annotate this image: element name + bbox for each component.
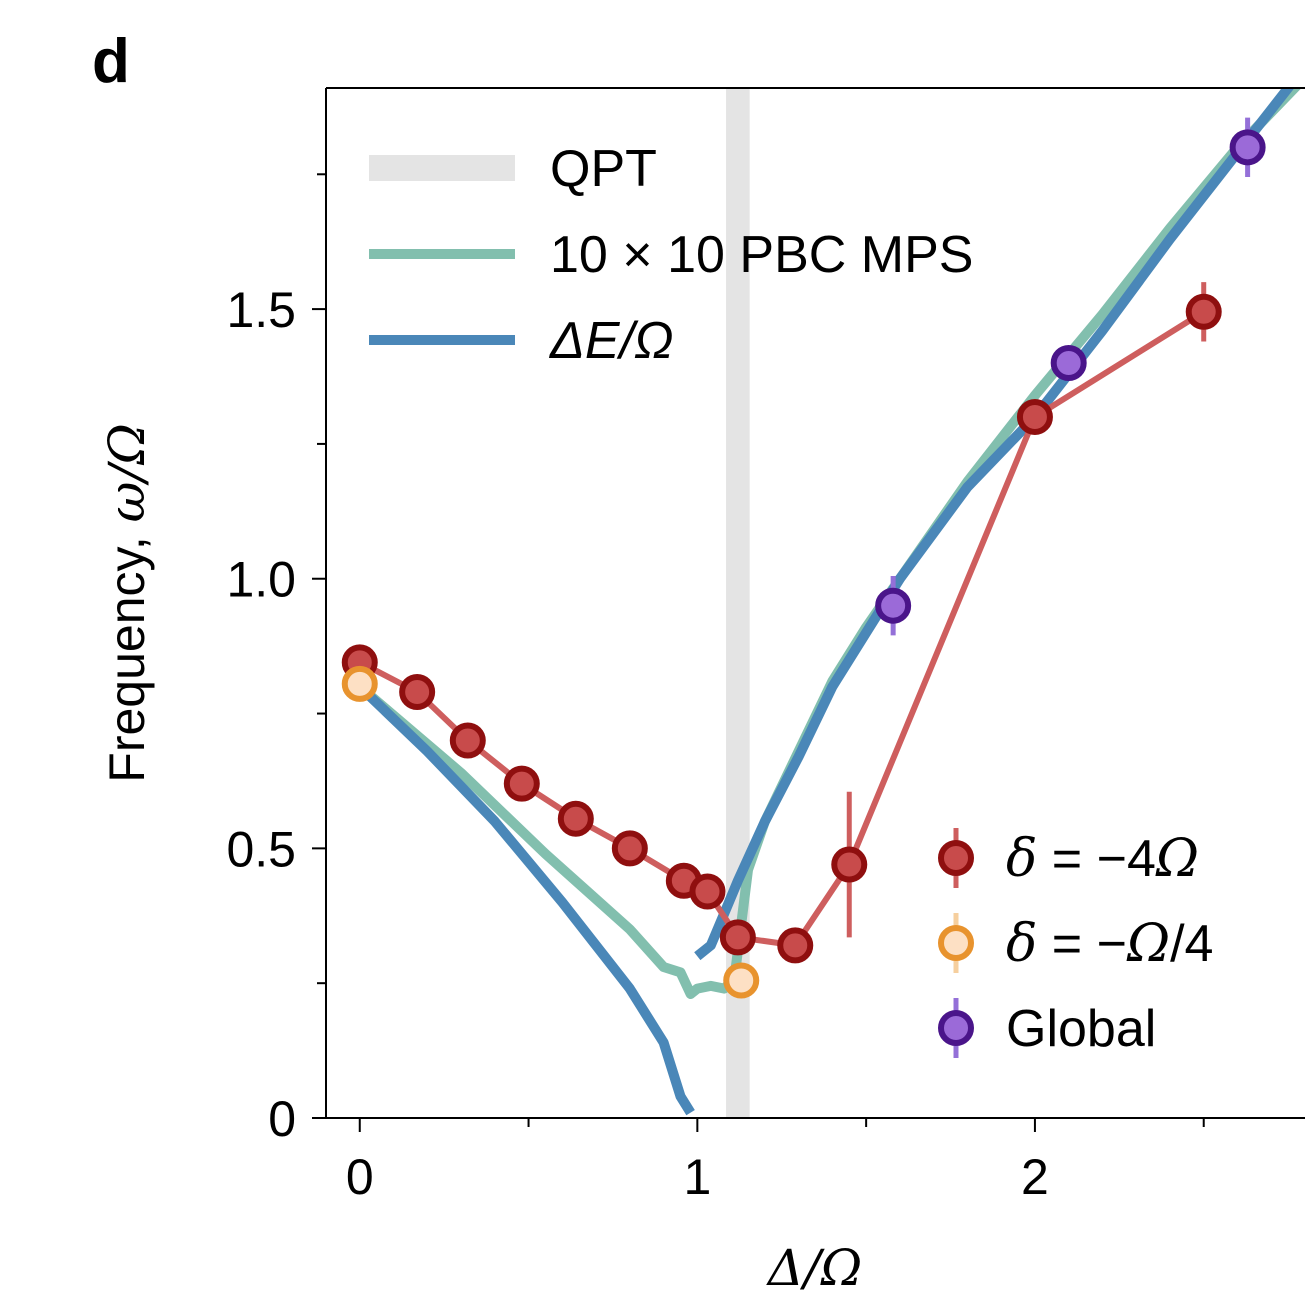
legend-series-0-part-2: Ω — [1155, 829, 1199, 889]
series-2-point-1 — [1050, 345, 1087, 382]
line-delta-e-segment-1 — [694, 88, 1295, 961]
legend-delta-e-label: ΔE/Ω — [548, 312, 674, 370]
y-tick-label-1: 0.5 — [226, 821, 296, 877]
series-0-point-11 — [1016, 398, 1053, 435]
legend-series-0-label: δ = −4Ω — [1006, 829, 1199, 889]
series-0-point-8 — [719, 919, 756, 956]
y-axis-label-prefix: Frequency, — [99, 522, 155, 782]
legend-series-0-marker — [938, 840, 974, 876]
panel-label: d — [92, 27, 130, 96]
series-0-point-4 — [557, 800, 594, 837]
series-0-point-7 — [689, 873, 726, 910]
y-axis-label-symbol: ω/Ω — [98, 423, 156, 522]
y-tick-label-0: 0 — [268, 1091, 296, 1147]
x-tick-label-2: 2 — [1021, 1149, 1049, 1205]
y-tick-label-3: 1.5 — [226, 282, 296, 338]
x-axis-label: Δ/Ω — [766, 1239, 862, 1297]
series-0-point-3 — [503, 765, 540, 802]
series-0-point-2 — [449, 722, 486, 759]
axes: 0 1 2 0 0.5 1.0 1.5 — [226, 87, 1305, 1205]
legend-qpt-label: QPT — [550, 140, 657, 198]
legend-series-1-part-1: = − — [1037, 915, 1127, 973]
series-0-point-1 — [399, 673, 436, 710]
legend-series-1-part-3: /4 — [1170, 915, 1213, 973]
series-0-point-9 — [777, 927, 814, 964]
legend-series-0-part-0: δ — [1006, 829, 1037, 889]
plot-area — [341, 88, 1302, 1118]
legend-series-1-part-2: Ω — [1126, 914, 1170, 974]
legend-series-1-part-0: δ — [1006, 914, 1037, 974]
series-0-point-5 — [611, 830, 648, 867]
legend-upper: QPT 10 × 10 PBC MPS ΔE/Ω — [369, 140, 973, 370]
x-tick-label-0: 0 — [346, 1149, 374, 1205]
y-axis-label: Frequency, ω/Ω — [98, 423, 156, 782]
x-tick-label-1: 1 — [683, 1149, 711, 1205]
series-1-point-0 — [341, 665, 378, 702]
series-1-point-1 — [723, 962, 760, 999]
legend-series-2-label: Global — [1006, 1000, 1156, 1058]
legend-series-2-part-1: Global — [1006, 1000, 1156, 1058]
legend-series-0-part-1: = −4 — [1037, 830, 1156, 888]
series-2-point-0 — [875, 587, 912, 624]
line-delta-e-segment-0 — [356, 682, 695, 1116]
y-tick-label-2: 1.0 — [226, 552, 296, 608]
legend-series-1-marker — [938, 925, 974, 961]
legend-series-2-marker — [938, 1010, 974, 1046]
legend-series-1-label: δ = −Ω/4 — [1006, 914, 1213, 974]
series-2-point-2 — [1229, 129, 1266, 166]
series-0-point-10 — [831, 846, 868, 883]
series-0-point-12 — [1185, 293, 1222, 330]
legend-mps-label: 10 × 10 PBC MPS — [550, 226, 973, 284]
